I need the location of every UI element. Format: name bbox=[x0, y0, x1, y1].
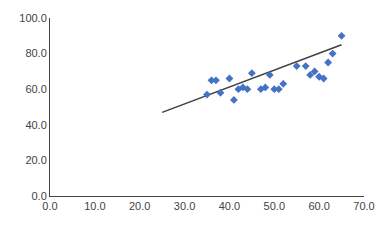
svg-text:100.0: 100.0 bbox=[19, 12, 47, 24]
svg-text:40.0: 40.0 bbox=[219, 200, 240, 212]
svg-text:20.0: 20.0 bbox=[129, 200, 150, 212]
svg-text:40.0: 40.0 bbox=[25, 119, 46, 131]
svg-text:30.0: 30.0 bbox=[174, 200, 195, 212]
svg-text:80.0: 80.0 bbox=[25, 47, 46, 59]
svg-text:60.0: 60.0 bbox=[308, 200, 329, 212]
svg-text:0.0: 0.0 bbox=[42, 200, 57, 212]
svg-text:10.0: 10.0 bbox=[84, 200, 105, 212]
svg-text:20.0: 20.0 bbox=[25, 154, 46, 166]
svg-text:0.0: 0.0 bbox=[32, 190, 47, 202]
svg-text:50.0: 50.0 bbox=[264, 200, 285, 212]
svg-text:70.0: 70.0 bbox=[353, 200, 374, 212]
svg-text:60.0: 60.0 bbox=[25, 83, 46, 95]
